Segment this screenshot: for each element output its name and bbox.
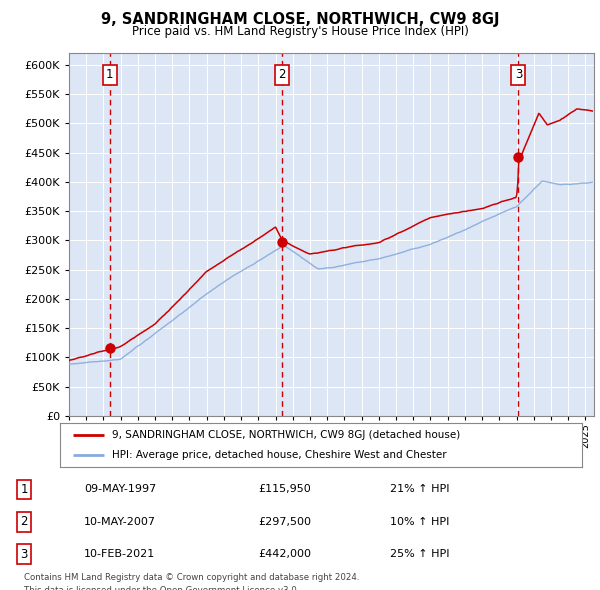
Text: 1: 1 bbox=[20, 483, 28, 496]
Text: 2: 2 bbox=[20, 515, 28, 529]
Text: This data is licensed under the Open Government Licence v3.0.: This data is licensed under the Open Gov… bbox=[24, 586, 299, 590]
Text: 10% ↑ HPI: 10% ↑ HPI bbox=[390, 517, 449, 527]
Text: 09-MAY-1997: 09-MAY-1997 bbox=[84, 484, 156, 494]
Text: £115,950: £115,950 bbox=[258, 484, 311, 494]
Text: HPI: Average price, detached house, Cheshire West and Chester: HPI: Average price, detached house, Ches… bbox=[112, 450, 447, 460]
Text: Contains HM Land Registry data © Crown copyright and database right 2024.: Contains HM Land Registry data © Crown c… bbox=[24, 573, 359, 582]
Text: 3: 3 bbox=[20, 548, 28, 561]
Text: Price paid vs. HM Land Registry's House Price Index (HPI): Price paid vs. HM Land Registry's House … bbox=[131, 25, 469, 38]
Text: 21% ↑ HPI: 21% ↑ HPI bbox=[390, 484, 449, 494]
Text: 10-MAY-2007: 10-MAY-2007 bbox=[84, 517, 156, 527]
Text: £442,000: £442,000 bbox=[258, 549, 311, 559]
Text: 25% ↑ HPI: 25% ↑ HPI bbox=[390, 549, 449, 559]
Text: 3: 3 bbox=[515, 68, 522, 81]
Text: 9, SANDRINGHAM CLOSE, NORTHWICH, CW9 8GJ (detached house): 9, SANDRINGHAM CLOSE, NORTHWICH, CW9 8GJ… bbox=[112, 430, 460, 440]
Text: 9, SANDRINGHAM CLOSE, NORTHWICH, CW9 8GJ: 9, SANDRINGHAM CLOSE, NORTHWICH, CW9 8GJ bbox=[101, 12, 499, 27]
Text: 2: 2 bbox=[278, 68, 286, 81]
Text: 10-FEB-2021: 10-FEB-2021 bbox=[84, 549, 155, 559]
Text: 1: 1 bbox=[106, 68, 113, 81]
Text: £297,500: £297,500 bbox=[258, 517, 311, 527]
